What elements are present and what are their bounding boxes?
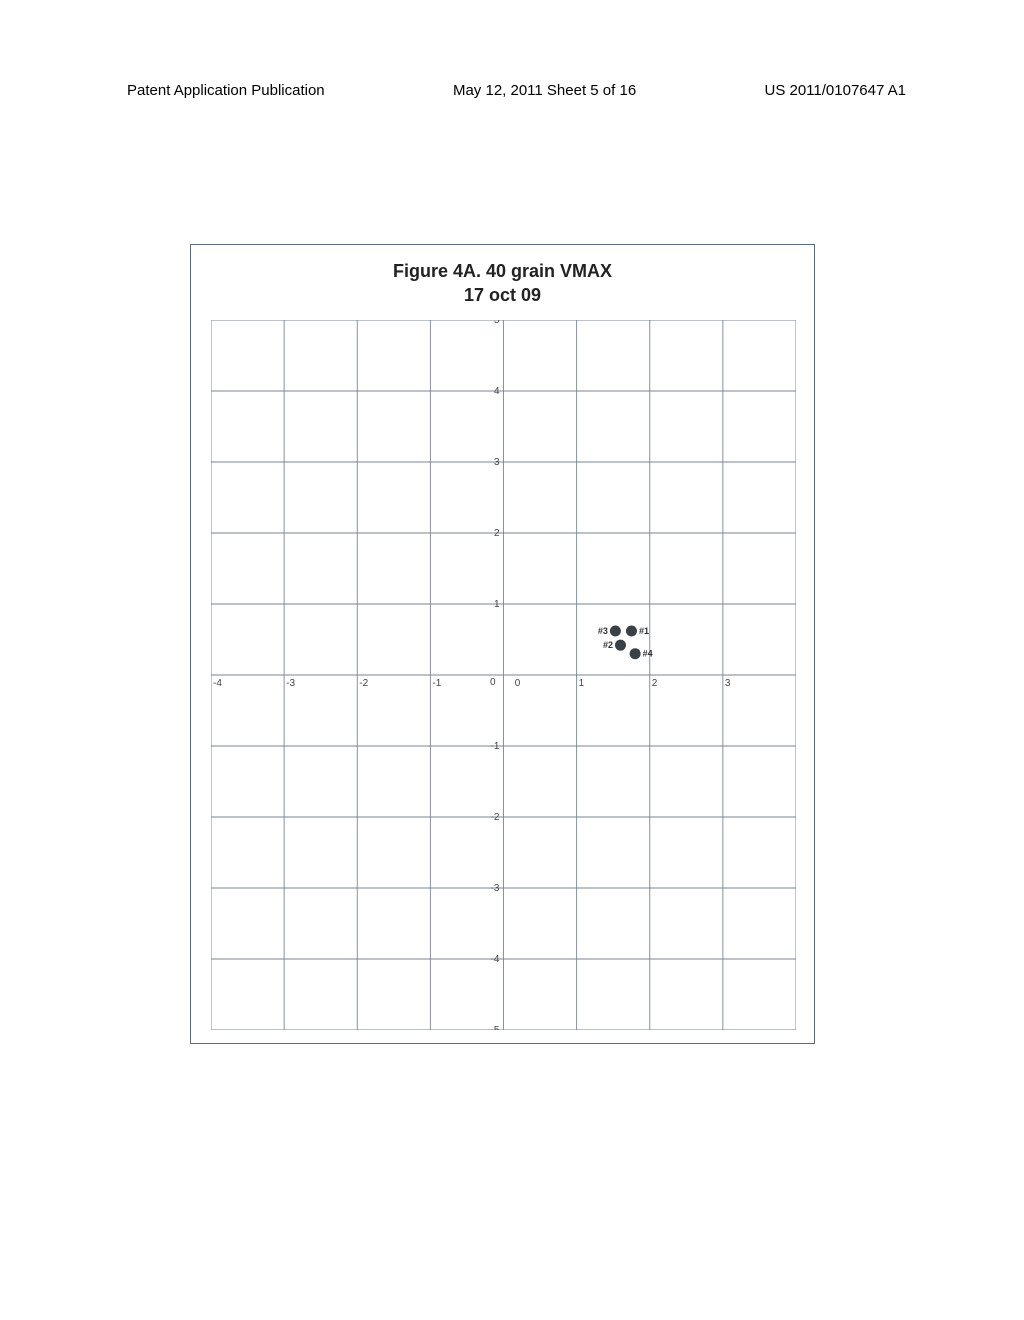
svg-text:-1: -1 (432, 678, 441, 689)
svg-text:2: 2 (494, 528, 500, 539)
chart-svg: -5-4-3-2-1012345-4-3-2-112340#1#2#3#4 (211, 320, 796, 1030)
shot-point (630, 648, 641, 659)
shot-point (615, 640, 626, 651)
shot-label: #4 (643, 649, 653, 659)
page-header: Patent Application Publication May 12, 2… (0, 82, 1024, 99)
shot-label: #2 (603, 640, 613, 650)
svg-text:0: 0 (515, 678, 521, 689)
plot-area: -5-4-3-2-1012345-4-3-2-112340#1#2#3#4 (211, 320, 796, 1030)
shot-point (626, 625, 637, 636)
svg-text:-2: -2 (359, 678, 368, 689)
svg-text:2: 2 (652, 678, 658, 689)
shot-label: #3 (598, 626, 608, 636)
header-patent-number: US 2011/0107647 A1 (764, 82, 906, 99)
svg-text:-4: -4 (213, 678, 222, 689)
svg-text:-4: -4 (491, 954, 500, 965)
svg-text:1: 1 (579, 678, 585, 689)
svg-text:0: 0 (490, 677, 496, 688)
chart-title-line1: Figure 4A. 40 grain VMAX (393, 261, 612, 281)
svg-text:-3: -3 (491, 883, 500, 894)
svg-text:-3: -3 (286, 678, 295, 689)
header-publication: Patent Application Publication (127, 82, 325, 99)
chart-title-line2: 17 oct 09 (464, 285, 541, 305)
svg-text:-5: -5 (491, 1025, 500, 1030)
chart-title: Figure 4A. 40 grain VMAX 17 oct 09 (191, 245, 814, 308)
svg-text:5: 5 (494, 320, 500, 326)
svg-text:3: 3 (725, 678, 731, 689)
svg-text:-2: -2 (491, 812, 500, 823)
svg-text:-1: -1 (491, 741, 500, 752)
shot-label: #1 (639, 626, 649, 636)
shot-point (610, 625, 621, 636)
svg-text:3: 3 (494, 457, 500, 468)
svg-text:1: 1 (494, 599, 500, 610)
svg-text:4: 4 (494, 386, 500, 397)
header-date-sheet: May 12, 2011 Sheet 5 of 16 (453, 82, 636, 99)
chart-container: Figure 4A. 40 grain VMAX 17 oct 09 -5 -4 -… (190, 244, 815, 1044)
